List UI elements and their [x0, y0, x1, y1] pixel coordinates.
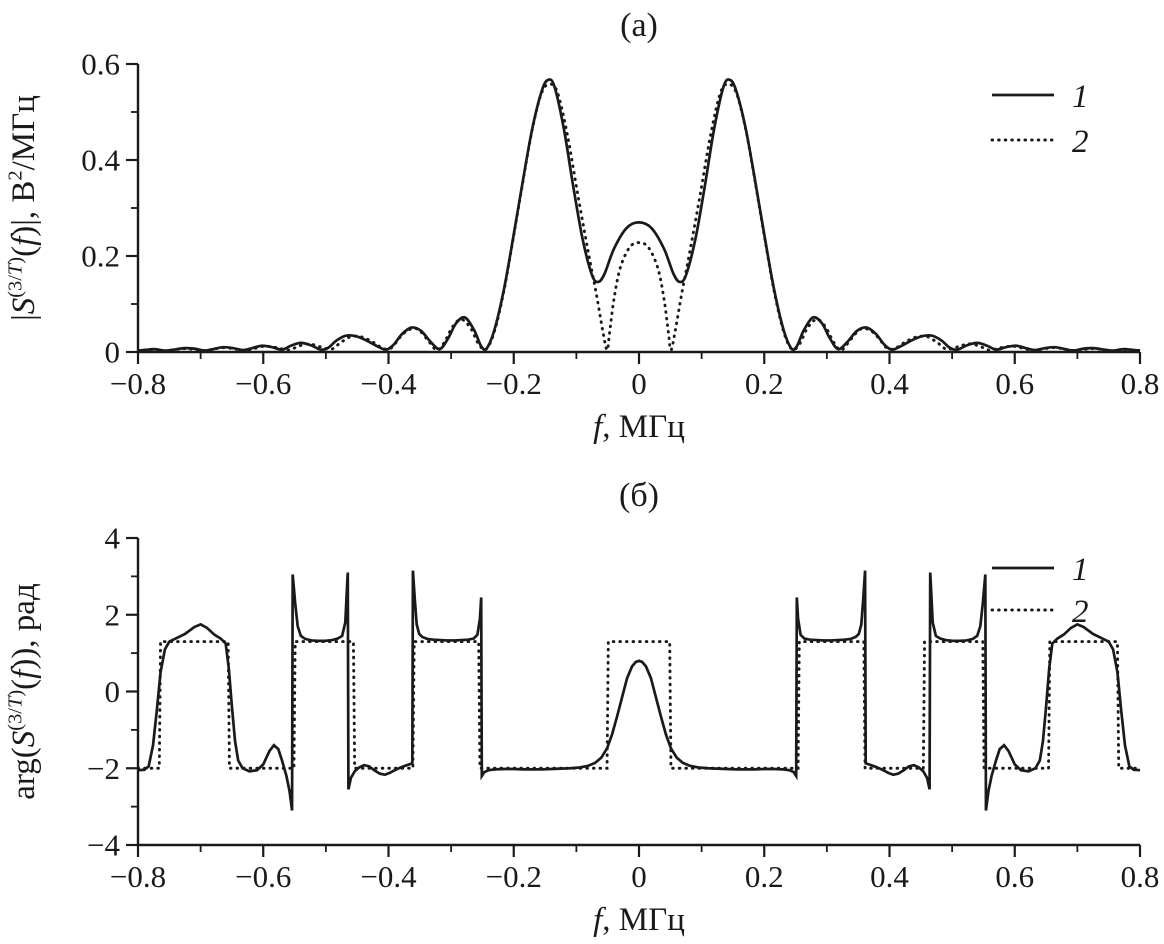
x-tick-label: −0.2	[486, 859, 542, 894]
y-tick-label: 0.2	[81, 239, 120, 274]
series-1-line	[137, 570, 1141, 811]
x-axis-label: f, МГц	[593, 902, 685, 938]
y-tick-label: −2	[87, 751, 120, 786]
legend-label-2: 2	[1072, 594, 1089, 630]
y-axis-label: arg(S(3/T)(f)), рад	[4, 583, 42, 800]
x-tick-label: −0.6	[235, 859, 291, 894]
x-tick-label: 0.8	[1121, 366, 1160, 401]
magnitude-spectrum-chart: −0.8 −0.6 −0.4 −0.2 0 0.2 0.4 0.6 0.8 0 0.2 0.4 0.6 (…	[4, 7, 1160, 445]
panel-title: (б)	[619, 477, 659, 514]
series-2-line	[137, 640, 1141, 770]
legend-label-1: 1	[1072, 552, 1089, 588]
x-tick-label: 0.8	[1121, 859, 1160, 894]
x-tick-label: −0.8	[110, 366, 166, 401]
axes	[136, 64, 1140, 354]
x-tick-label: 0.2	[745, 859, 784, 894]
x-tick-label: 0	[631, 366, 647, 401]
series-2-line	[137, 82, 1141, 352]
y-tick-label: 2	[105, 597, 121, 632]
x-tick-label: −0.6	[235, 366, 291, 401]
x-tick-label: 0.6	[995, 366, 1034, 401]
panel-title: (а)	[620, 7, 658, 44]
x-axis-label: f, МГц	[593, 409, 685, 445]
x-tick-label: −0.4	[360, 859, 417, 894]
y-tick-label: 0	[105, 335, 121, 370]
x-tick-label: 0.4	[870, 859, 909, 894]
y-axis-label: |S(3/T)(f)|, В2/МГц	[4, 95, 42, 321]
axes	[136, 538, 1140, 847]
x-tick-label: −0.2	[486, 366, 542, 401]
x-tick-label: −0.8	[110, 859, 166, 894]
y-tick-label: 0.4	[81, 143, 120, 178]
x-tick-label: 0.6	[995, 859, 1034, 894]
legend-label-1: 1	[1072, 79, 1089, 115]
x-tick-label: 0.2	[745, 366, 784, 401]
x-tick-label: −0.4	[360, 366, 417, 401]
phase-spectrum-chart: −0.8 −0.6 −0.4 −0.2 0 0.2 0.4 0.6 0.8 −4 −2 0 2 4 (б) f…	[4, 477, 1160, 938]
x-tick-label: 0.4	[870, 366, 909, 401]
x-tick-label: 0	[631, 859, 647, 894]
y-tick-label: 0	[105, 674, 121, 709]
y-tick-label: 0.6	[81, 47, 120, 82]
series-1-line	[137, 78, 1141, 352]
y-tick-label: 4	[105, 521, 121, 556]
legend-label-2: 2	[1072, 124, 1089, 160]
y-tick-label: −4	[87, 828, 120, 863]
